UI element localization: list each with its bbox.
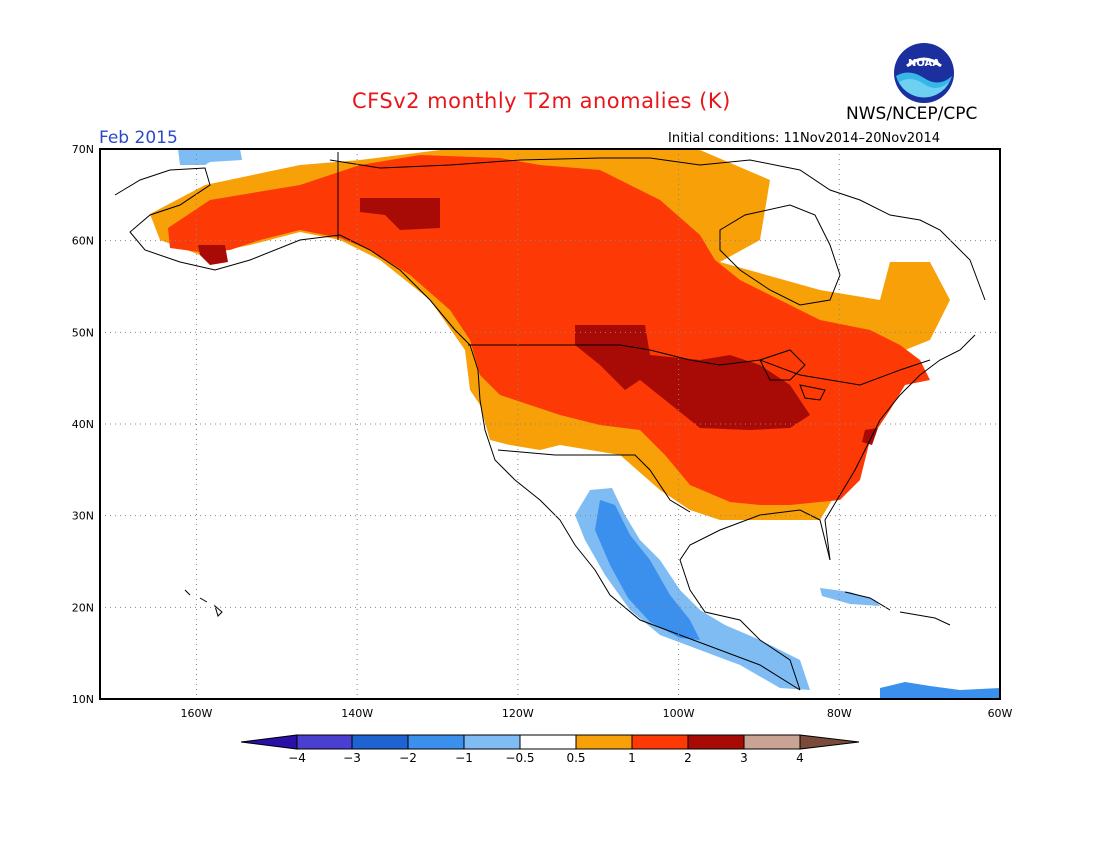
coastline-hudson [719, 204, 841, 306]
lon-label: 100W [663, 707, 695, 720]
colorbar-swatch [407, 734, 465, 750]
colorbar-label: 2 [684, 751, 692, 765]
lon-label: 120W [502, 707, 534, 720]
initial-conditions: Initial conditions: 11Nov2014–20Nov2014 [668, 131, 940, 146]
lat-label: 60N [72, 235, 94, 248]
anomaly-region-darkred-yukon [360, 198, 440, 230]
anomaly-region-lightblue [575, 488, 810, 690]
colorbar-label: −2 [399, 751, 417, 765]
colorbar-swatch [575, 734, 633, 750]
colorbar-label: 4 [796, 751, 804, 765]
lat-label: 20N [72, 601, 94, 614]
lat-label: 40N [72, 418, 94, 431]
lon-label: 80W [827, 707, 852, 720]
agency-label: NWS/NCEP/CPC [846, 104, 978, 124]
anomaly-region-blue-alaska [178, 149, 242, 165]
lon-label: 60W [988, 707, 1013, 720]
colorbar-label: −1 [455, 751, 473, 765]
colorbar-swatch [351, 734, 409, 750]
anomaly-region-darkred-alaska [198, 245, 228, 265]
colorbar-swatch [296, 734, 353, 750]
coastline-gulf [679, 509, 831, 691]
graticule [100, 149, 1000, 699]
lon-label: 160W [180, 707, 212, 720]
coastlines [114, 152, 986, 691]
colorbar-label: −0.5 [505, 751, 535, 765]
valid-month: Feb 2015 [99, 128, 178, 148]
colorbar-swatch [687, 734, 745, 750]
great-lakes [759, 349, 826, 401]
colorbar-label: −4 [288, 751, 306, 765]
colorbar-min-arrow [240, 734, 298, 750]
map-title: CFSv2 monthly T2m anomalies (K) [352, 89, 731, 113]
border-us-mexico [497, 449, 691, 513]
lon-label: 140W [341, 707, 373, 720]
colorbar-label: 1 [628, 751, 636, 765]
lat-label: 30N [72, 510, 94, 523]
lat-label: 70N [72, 143, 94, 156]
hawaii [184, 589, 223, 617]
anomaly-fields [150, 149, 1000, 699]
lat-label: 50N [72, 326, 94, 339]
anomaly-region-blue-cuba [820, 588, 880, 606]
logo-text: NOAA [908, 58, 940, 69]
anomaly-region-blue [595, 500, 700, 640]
anomaly-region-blue-caribbean [880, 682, 1000, 699]
colorbar-swatch [743, 734, 801, 750]
anomaly-region-darkred-plains [575, 325, 810, 430]
colorbar [240, 734, 860, 750]
colorbar-swatch [519, 734, 577, 750]
colorbar-swatch [463, 734, 521, 750]
caribbean-islands [844, 591, 951, 626]
colorbar-max-arrow [799, 734, 860, 750]
map-frame [99, 148, 1001, 700]
colorbar-label: 3 [740, 751, 748, 765]
coastline-east [824, 334, 976, 561]
colorbar-label: −3 [343, 751, 361, 765]
longitude-labels: 160W 140W 120W 100W 80W 60W [180, 707, 1012, 720]
latitude-labels: 70N 60N 50N 40N 30N 20N 10N [72, 143, 94, 706]
colorbar-label: 0.5 [566, 751, 586, 765]
noaa-logo: NOAA [894, 43, 954, 103]
lat-label: 10N [72, 693, 94, 706]
coastline-arctic [329, 157, 986, 301]
colorbar-swatch [631, 734, 689, 750]
coastline-westcoast [469, 344, 801, 691]
coastline-alaska [114, 167, 471, 346]
anomaly-region-red [168, 155, 930, 505]
